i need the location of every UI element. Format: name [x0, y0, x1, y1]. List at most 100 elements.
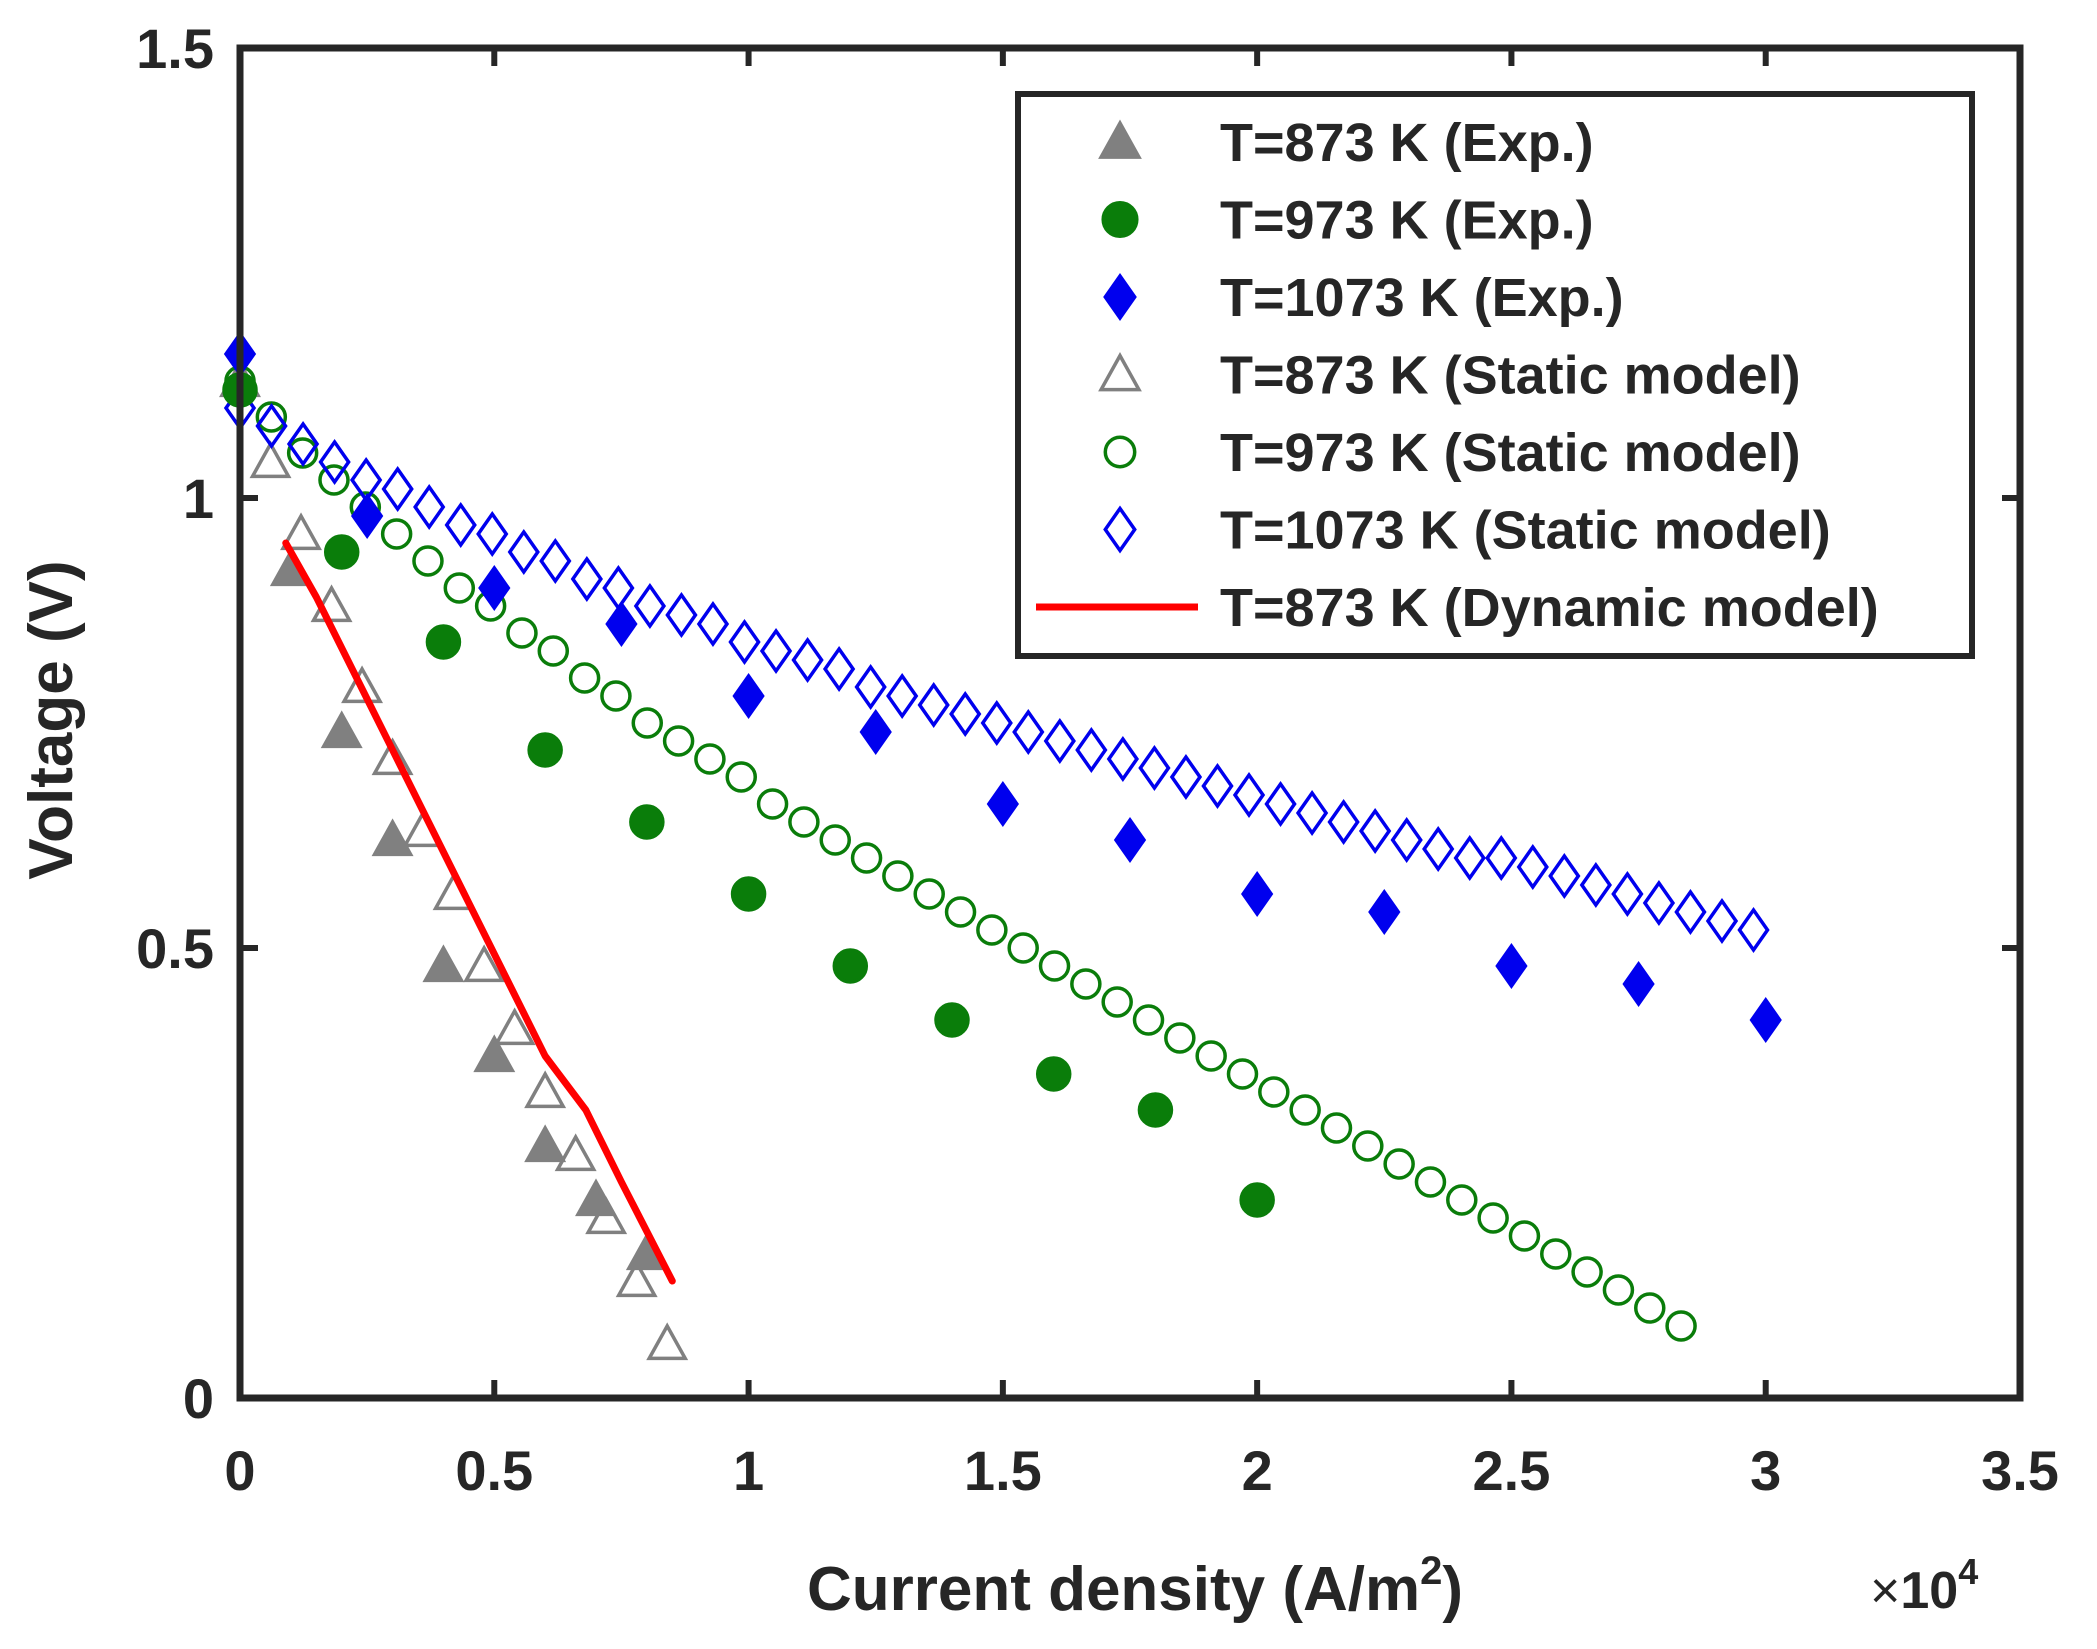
data-point [318, 464, 350, 496]
data-point [1352, 1130, 1384, 1162]
data-point [1477, 1202, 1509, 1234]
data-point [1642, 879, 1676, 927]
data-point [1602, 1274, 1635, 1306]
x-tick-label: 3 [1750, 1439, 1781, 1502]
data-point [1737, 906, 1770, 954]
data-point [791, 636, 824, 684]
data-point [1368, 888, 1401, 936]
data-point [1258, 1076, 1290, 1108]
data-point [886, 672, 919, 720]
data-point [371, 737, 414, 776]
legend-entry: T=1073 K (Static model) [1103, 501, 1831, 561]
data-point [1358, 807, 1392, 855]
data-point [1289, 1094, 1321, 1126]
data-point [380, 518, 413, 550]
legend-label: T=873 K (Exp.) [1220, 113, 1594, 173]
data-point [443, 572, 476, 604]
legend-entry: T=873 K (Dynamic model) [1036, 578, 1879, 638]
legend-marker-symbol [1098, 119, 1142, 159]
data-point [1453, 834, 1486, 882]
data-point [413, 483, 446, 531]
data-point [1038, 950, 1071, 982]
data-point [381, 465, 414, 513]
data-point [882, 860, 914, 892]
data-point [568, 662, 601, 694]
data-point [917, 681, 950, 729]
data-point [463, 944, 506, 983]
series-3 [219, 359, 689, 1361]
data-point [341, 665, 384, 704]
y-tick-label: 1 [183, 467, 214, 530]
data-point [286, 437, 319, 469]
data-point [1390, 816, 1423, 864]
data-point [422, 944, 465, 983]
data-point [1446, 1184, 1478, 1216]
data-point [615, 1259, 658, 1298]
data-point [854, 663, 887, 711]
data-point [949, 690, 982, 738]
data-point [1132, 1004, 1165, 1036]
data-point [1295, 789, 1329, 837]
data-point [859, 708, 892, 756]
legend: T=873 K (Exp.) T=973 K (Exp.) T=1073 K (Ex… [1015, 91, 1975, 659]
legend-entry: T=873 K (Static model) [1098, 346, 1801, 406]
data-point [524, 1124, 567, 1163]
data-point [725, 761, 757, 793]
data-point [506, 617, 538, 649]
data-point [662, 725, 695, 757]
data-point [730, 876, 767, 912]
axis-ticks: 0 0.5 1 1.5 2 2.5 3 3.5 0 0.5 1 1.5 [136, 17, 2059, 1502]
data-point [1239, 1182, 1275, 1218]
data-point [320, 710, 363, 749]
legend-label: T=873 K (Dynamic model) [1220, 578, 1879, 638]
data-point [1070, 968, 1102, 1000]
legend-marker-symbol [1103, 435, 1137, 469]
data-point [1508, 1220, 1541, 1252]
legend-marker-symbol [1098, 351, 1142, 392]
data-point [318, 438, 351, 486]
data-point [605, 600, 638, 648]
data-point [1674, 888, 1707, 936]
data-point [1705, 897, 1739, 945]
legend-marker-symbol [1103, 505, 1137, 554]
data-point [255, 401, 288, 433]
data-point [1665, 1310, 1697, 1342]
x-tick-label: 0.5 [455, 1439, 533, 1502]
data-point [1007, 932, 1039, 964]
x-tick-label: 1.5 [964, 1439, 1042, 1502]
data-point [1035, 1056, 1072, 1092]
legend-marker-symbol [1103, 272, 1137, 322]
data-point [1327, 798, 1360, 846]
legend-label: T=973 K (Exp.) [1220, 191, 1594, 251]
data-point [976, 914, 1008, 946]
data-point [537, 635, 570, 667]
data-point [507, 528, 540, 576]
data-point [728, 618, 761, 666]
data-point [493, 1007, 536, 1046]
data-point [629, 804, 665, 840]
data-point [1749, 996, 1782, 1044]
x-multiplier-symbol: × [1870, 1562, 1900, 1620]
data-point [665, 591, 698, 639]
legend-label: T=973 K (Static model) [1220, 423, 1801, 483]
data-point [934, 1002, 970, 1038]
data-point [1579, 861, 1612, 909]
x-multiplier-exponent: 4 [1958, 1551, 1978, 1592]
y-axis-label: Voltage (V) [17, 560, 86, 879]
data-point [1422, 825, 1455, 873]
data-point [1226, 1058, 1259, 1090]
x-axis-label: Current density (A/m2) [807, 1549, 1463, 1624]
data-point [1075, 726, 1108, 774]
data-point [1164, 1022, 1196, 1054]
data-point [1611, 870, 1644, 918]
data-point [1320, 1112, 1353, 1144]
x-tick-label: 3.5 [1981, 1439, 2059, 1502]
series-6 [282, 539, 676, 1285]
data-point [1169, 753, 1203, 801]
data-point [255, 402, 288, 450]
data-point [819, 824, 851, 856]
data-point [1516, 843, 1549, 891]
data-point [412, 545, 444, 577]
legend-entry: T=973 K (Static model) [1103, 423, 1801, 483]
data-point [1264, 780, 1297, 828]
